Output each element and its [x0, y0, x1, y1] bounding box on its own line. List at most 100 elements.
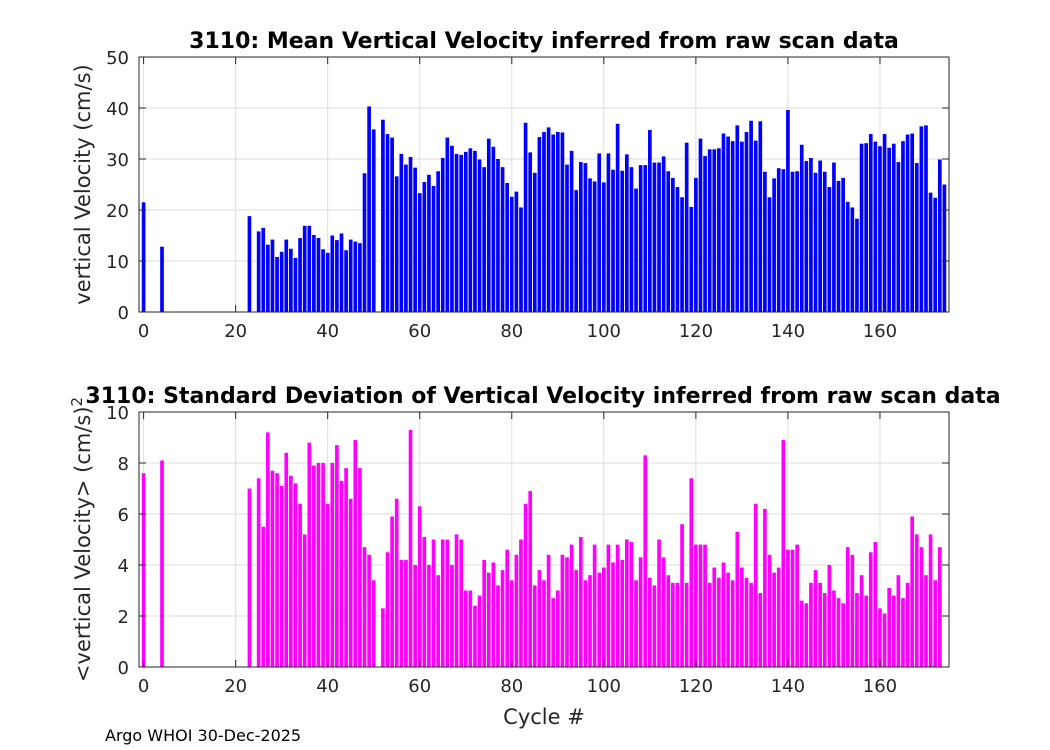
bar — [749, 582, 753, 667]
bar — [468, 148, 473, 312]
bar — [758, 121, 763, 312]
bar — [657, 539, 661, 667]
bar — [588, 575, 592, 667]
bar — [565, 557, 569, 667]
bar — [859, 143, 864, 312]
bar — [818, 582, 822, 667]
bar — [878, 146, 882, 312]
bar — [399, 153, 404, 312]
bar — [496, 585, 500, 667]
bar — [763, 508, 767, 667]
bar — [523, 503, 528, 667]
bar — [781, 440, 786, 667]
bar — [339, 233, 344, 312]
y-tick-label: 6 — [118, 505, 129, 526]
bar — [717, 148, 721, 312]
bar — [767, 554, 772, 667]
bar — [620, 170, 625, 312]
bar — [671, 582, 675, 667]
bar — [804, 603, 809, 667]
bar — [399, 559, 404, 667]
bar — [275, 473, 279, 667]
bar — [795, 544, 799, 667]
bar — [261, 526, 266, 667]
bar — [367, 554, 371, 667]
x-tick-label: 120 — [679, 676, 713, 697]
bar — [698, 138, 703, 312]
bar — [901, 141, 905, 312]
bar — [776, 168, 781, 312]
bar — [450, 565, 454, 667]
bar — [358, 243, 362, 312]
bar — [160, 460, 164, 667]
bar — [721, 562, 726, 667]
bar — [302, 225, 307, 312]
x-tick-label: 160 — [863, 676, 897, 697]
bar — [546, 554, 551, 667]
bar — [509, 580, 514, 667]
bar — [321, 249, 325, 312]
x-tick-label: 100 — [587, 321, 621, 342]
bar — [307, 442, 312, 667]
bar — [712, 567, 717, 667]
bar — [463, 151, 468, 312]
bar — [675, 582, 680, 667]
y-tick-label: 20 — [106, 201, 129, 222]
bar — [744, 131, 749, 312]
bar — [505, 182, 510, 312]
bar — [786, 549, 790, 667]
bar — [905, 582, 910, 667]
bar — [684, 142, 689, 312]
bar — [786, 110, 790, 312]
bar — [832, 162, 836, 312]
chart-title: 3110: Standard Deviation of Vertical Vel… — [85, 384, 1000, 409]
x-tick-label: 40 — [316, 676, 339, 697]
bar — [500, 570, 505, 667]
bar — [845, 547, 850, 667]
bar — [560, 554, 565, 667]
bar — [266, 432, 270, 667]
bar — [542, 131, 546, 312]
bar — [910, 133, 915, 312]
bar — [933, 580, 938, 667]
bar — [707, 149, 712, 312]
bar — [371, 129, 376, 312]
bar — [358, 468, 362, 667]
bar — [634, 580, 638, 667]
bar — [574, 190, 579, 312]
bar — [348, 239, 353, 312]
bar — [404, 164, 408, 312]
y-axis-label-text: <vertical Velocity> (cm/s) — [71, 406, 95, 682]
bar — [882, 613, 887, 667]
bar — [385, 134, 390, 312]
y-tick-label: 50 — [106, 48, 129, 69]
bar — [440, 157, 445, 312]
bar — [638, 165, 643, 312]
bar — [726, 136, 730, 312]
bar — [850, 207, 855, 312]
bar — [790, 171, 795, 312]
bar — [620, 559, 625, 667]
bar — [597, 153, 602, 312]
y-tick-label: 10 — [106, 403, 129, 424]
bar — [542, 580, 546, 667]
bar — [740, 141, 744, 312]
bar — [822, 171, 827, 312]
bar — [362, 173, 367, 312]
bar — [730, 141, 735, 312]
bar — [436, 171, 440, 312]
bar — [266, 244, 270, 312]
bar — [772, 178, 776, 312]
bar — [629, 167, 634, 312]
bar — [827, 565, 832, 667]
bar — [459, 539, 463, 667]
bar — [509, 196, 514, 312]
bar — [721, 133, 726, 312]
footer-credit: Argo WHOI 30-Dec-2025 — [105, 726, 301, 745]
bar — [887, 147, 892, 312]
y-tick-label: 10 — [106, 252, 129, 273]
axes-box — [138, 411, 950, 668]
bar — [592, 544, 597, 667]
bar — [367, 106, 371, 312]
bar — [325, 252, 330, 312]
